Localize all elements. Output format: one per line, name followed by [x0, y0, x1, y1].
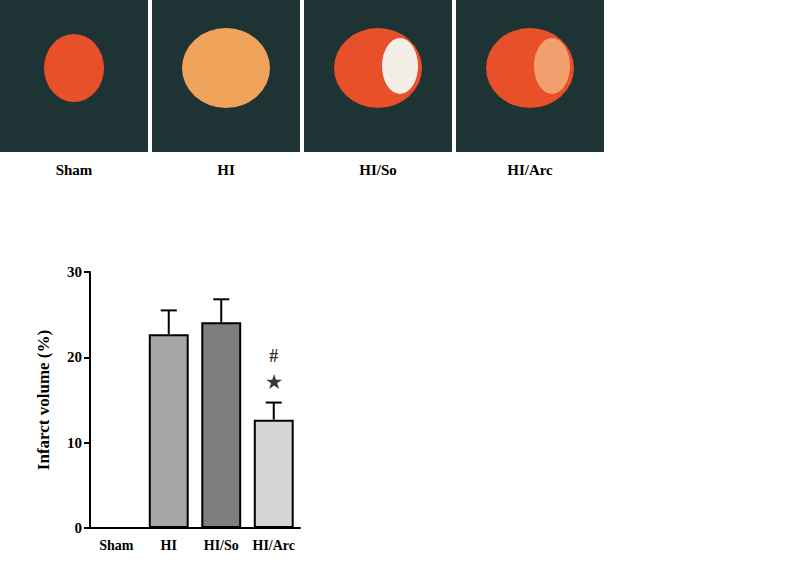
svg-text:Infarct volume (%): Infarct volume (%) — [34, 330, 53, 470]
svg-text:30: 30 — [67, 264, 82, 280]
svg-text:★: ★ — [266, 372, 283, 392]
html-text:Sham: Sham — [55, 162, 93, 178]
html-text:HI/Arc: HI/Arc — [507, 162, 553, 178]
html-text:HI/So: HI/So — [359, 162, 397, 178]
svg-text:Sham: Sham — [99, 538, 134, 553]
svg-text:HI/Arc: HI/Arc — [252, 538, 295, 553]
svg-text:10: 10 — [67, 435, 82, 451]
svg-text:0: 0 — [75, 520, 83, 536]
html-text:HI: HI — [217, 162, 235, 178]
svg-text:20: 20 — [67, 349, 82, 365]
svg-text:HI: HI — [161, 538, 177, 553]
svg-text:HI/So: HI/So — [204, 538, 239, 553]
svg-text:#: # — [269, 346, 278, 366]
